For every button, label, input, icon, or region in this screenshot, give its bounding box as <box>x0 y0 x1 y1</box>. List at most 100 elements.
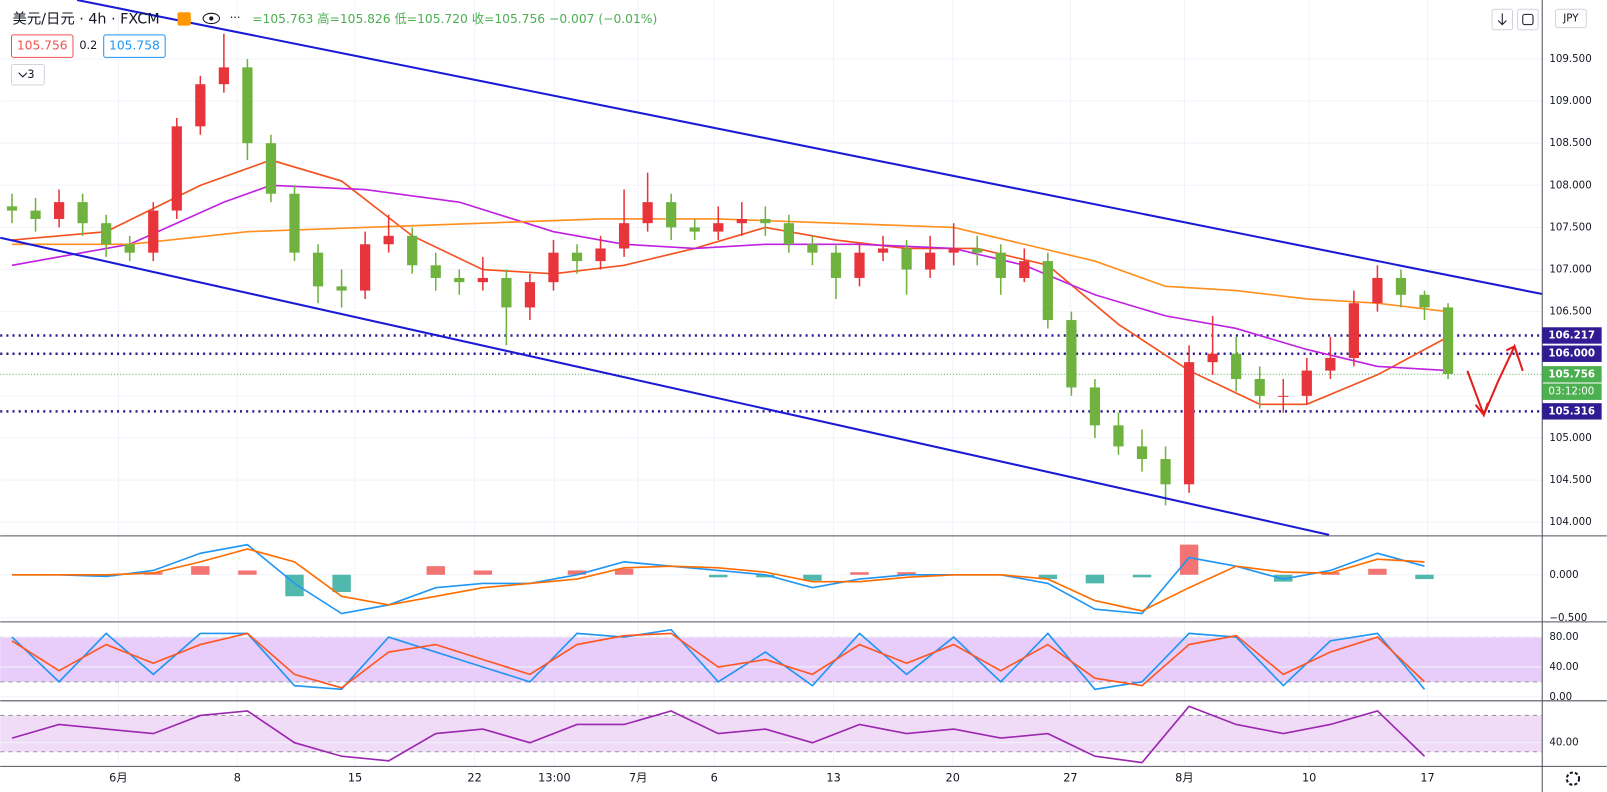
candle-body <box>477 277 488 283</box>
candle-body <box>312 252 324 287</box>
histogram-bar <box>1415 574 1434 580</box>
histogram-bar <box>850 572 869 575</box>
indicators-toggle[interactable] <box>10 64 45 86</box>
currency-button[interactable] <box>1555 8 1587 29</box>
countdown-label: 03:12:00 <box>1548 386 1594 398</box>
chevron-icon <box>18 72 28 78</box>
y-tick-label: 108.500 <box>1549 137 1591 149</box>
visibility-icon-pupil <box>209 16 214 21</box>
candle-body <box>642 202 653 224</box>
flag-icon[interactable] <box>177 12 191 26</box>
candle-body <box>53 202 65 219</box>
candle-body <box>1254 379 1265 396</box>
candle-body <box>6 206 18 211</box>
candle-body <box>1207 353 1218 363</box>
level-badge <box>1542 345 1602 362</box>
candle-body <box>666 202 677 228</box>
ohlc-values: =105.763 高=105.826 低=105.720 收=105.756 −… <box>252 11 657 26</box>
candle-body <box>1160 459 1171 485</box>
candle-body <box>430 265 441 278</box>
candle-body <box>807 244 818 253</box>
candle-body <box>383 235 394 245</box>
reset-button[interactable] <box>1517 8 1539 31</box>
histogram-bar <box>238 570 257 575</box>
bid-price: 105.756 <box>17 39 68 53</box>
indicator-count: 3 <box>27 68 34 81</box>
y-tick-label: −0.500 <box>1549 612 1587 624</box>
candle-body <box>1042 261 1053 321</box>
y-tick-label: 109.000 <box>1549 95 1591 107</box>
x-tick-label: 17 <box>1420 772 1434 785</box>
candle-body <box>548 252 559 283</box>
candle-body <box>1348 303 1360 358</box>
sell-button[interactable] <box>10 34 74 58</box>
candle-body <box>195 84 206 127</box>
candle-body <box>101 223 112 245</box>
histogram-bar <box>1274 574 1293 582</box>
last-price-badge <box>1542 366 1602 383</box>
last-price-label: 105.756 <box>1548 368 1595 380</box>
channel-lower <box>0 236 1330 536</box>
candle-body <box>854 252 865 278</box>
histogram-bar <box>756 574 775 578</box>
symbol-title[interactable]: 美元/日元 · 4h · FXCM <box>13 10 160 27</box>
candle-body <box>289 193 300 253</box>
x-tick-label: 13:00 <box>538 772 570 785</box>
histogram-bar <box>709 574 728 578</box>
candle-body <box>1301 370 1312 396</box>
candle-body <box>1278 395 1289 397</box>
x-tick-label: 20 <box>946 772 960 785</box>
x-tick-label: 10 <box>1302 772 1316 785</box>
level-badge <box>1542 327 1602 344</box>
annotation-arrow <box>1466 343 1524 418</box>
candle-body <box>454 277 465 283</box>
x-tick-label: 7月 <box>629 772 647 785</box>
y-tick-label: 40.00 <box>1549 661 1578 673</box>
candle-body <box>1019 261 1030 278</box>
visibility-icon[interactable] <box>202 12 221 25</box>
candle-body <box>925 252 936 270</box>
spread: 0.2 <box>79 39 97 52</box>
candle-body <box>242 67 253 144</box>
more-icon[interactable]: ··· <box>230 11 241 24</box>
axes: 6月 8 15 22 13:00 7月 6 13 20 27 8月 10 17 104.000 104.50… <box>109 53 1602 785</box>
candle-body <box>783 223 795 245</box>
buy-button[interactable] <box>103 34 166 58</box>
candle-body <box>901 248 912 270</box>
candle-body <box>1113 425 1124 447</box>
x-tick-label: 8月 <box>1175 772 1193 785</box>
histogram-bar <box>897 572 916 575</box>
y-tick-label: 107.500 <box>1549 221 1591 233</box>
currency-label: JPY <box>1562 12 1579 24</box>
candle-body <box>407 235 418 266</box>
candle-body <box>948 248 959 253</box>
x-tick-label: 8 <box>234 772 241 785</box>
x-tick-label: 27 <box>1063 772 1077 785</box>
candle-body <box>336 286 347 291</box>
candle-body <box>77 202 88 224</box>
candle-body <box>689 227 700 232</box>
candle-body <box>760 218 771 224</box>
series-line <box>11 632 1426 689</box>
y-tick-label: 104.000 <box>1549 516 1591 528</box>
candle-body <box>1136 446 1148 460</box>
candle-body <box>265 143 277 194</box>
y-tick-label: 107.000 <box>1549 264 1591 276</box>
histogram-bar <box>1179 544 1199 575</box>
level-label: 106.217 <box>1548 329 1595 341</box>
candle-body <box>360 244 371 291</box>
candle-body <box>1419 294 1430 308</box>
settings-icon[interactable] <box>1565 771 1581 786</box>
candle-body <box>1442 307 1454 374</box>
level-label: 106.000 <box>1548 348 1595 360</box>
level-badge <box>1542 403 1602 420</box>
ask-price: 105.758 <box>109 39 160 53</box>
candle-body <box>713 223 724 232</box>
x-tick-label: 22 <box>467 772 481 785</box>
channel-upper <box>76 0 1543 296</box>
histogram-bar <box>567 570 587 575</box>
x-tick-label: 13 <box>826 772 840 785</box>
histogram-bar <box>1132 574 1152 578</box>
histogram-bar <box>191 566 210 575</box>
